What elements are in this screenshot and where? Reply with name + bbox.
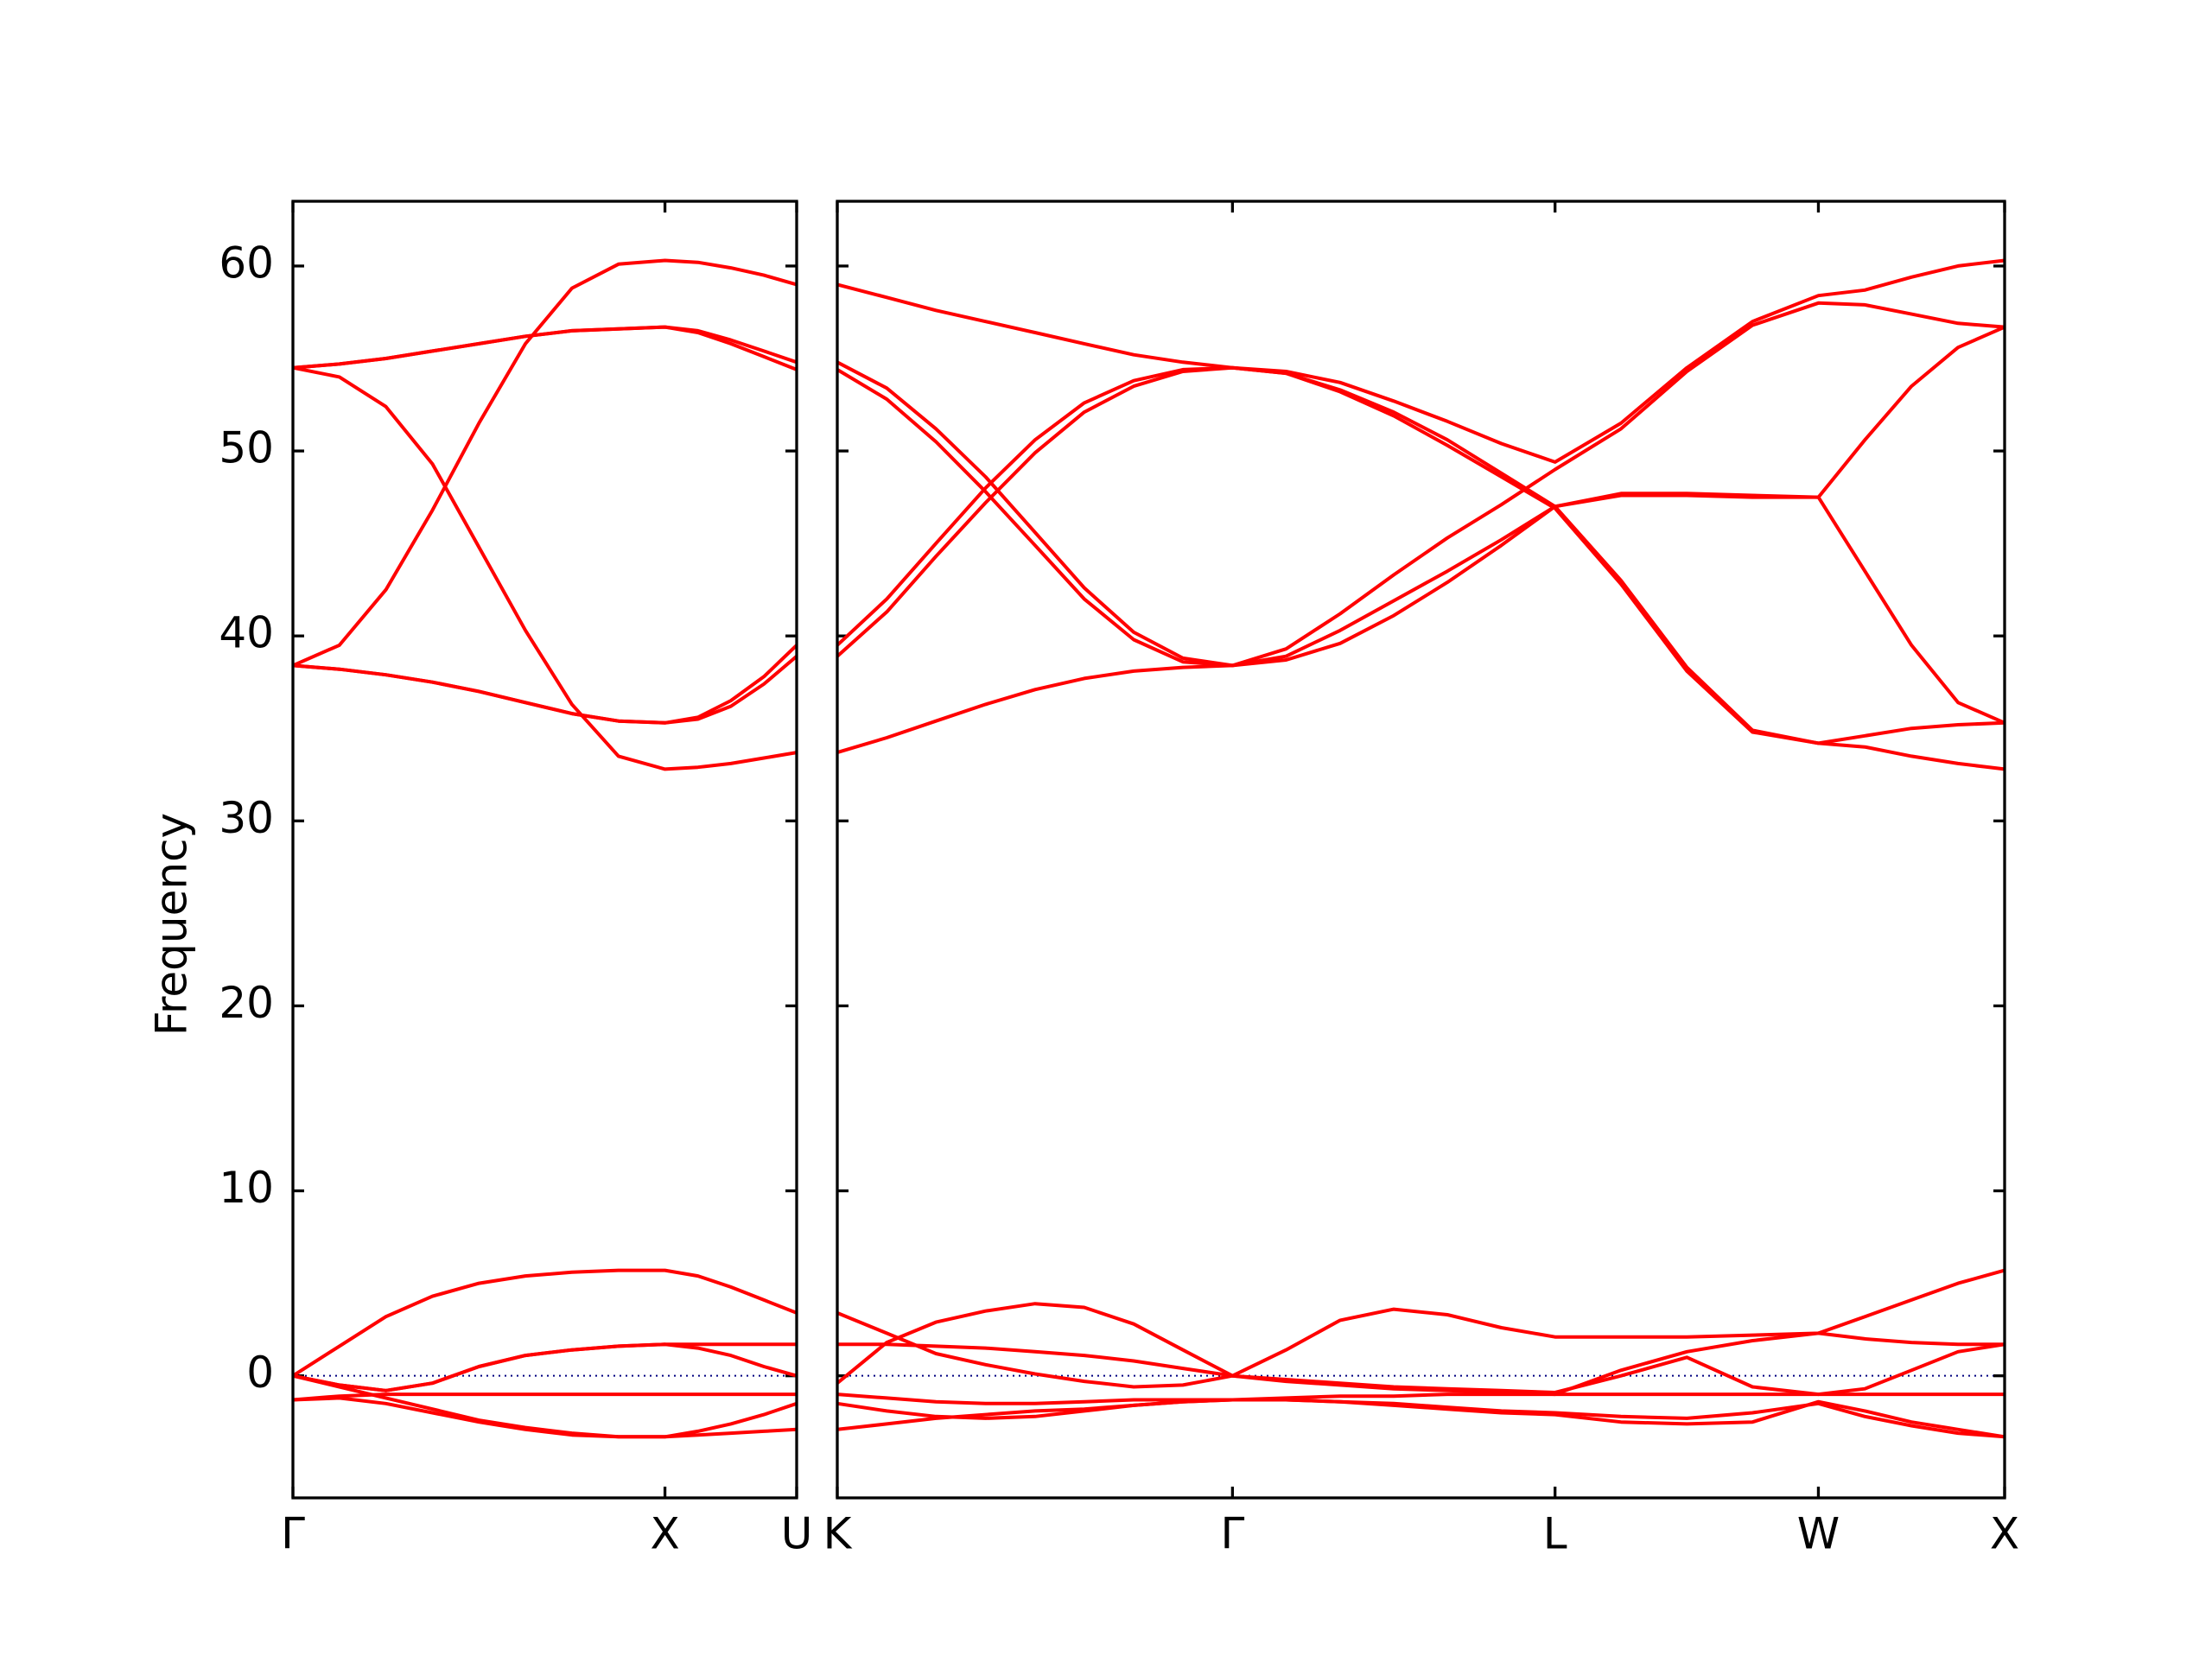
band-line [292, 1392, 797, 1402]
band-line [836, 365, 2005, 745]
y-tick-label: 10 [219, 1163, 274, 1213]
y-tick-label: 40 [219, 608, 274, 658]
plot-frame [836, 200, 2006, 1500]
y-tick-label: 0 [246, 1348, 274, 1398]
y-tick-label: 30 [219, 793, 274, 843]
x-tick-label: Γ [1220, 1509, 1244, 1559]
band-line [836, 301, 2005, 668]
band-line [836, 1268, 2005, 1385]
band-line [292, 1396, 798, 1439]
x-tick-label: X [650, 1509, 679, 1559]
band-line [836, 1398, 2005, 1439]
x-tick-label: Γ [281, 1509, 305, 1559]
band-line [836, 492, 2005, 755]
band-line [292, 1342, 798, 1392]
band-line [292, 1373, 798, 1439]
band-line [836, 258, 2005, 464]
band-line [292, 1342, 797, 1392]
y-tick-label: 50 [219, 423, 274, 473]
band-line [836, 325, 2005, 668]
x-tick-label: W [1797, 1509, 1840, 1559]
band-line [836, 365, 2005, 771]
band-line [292, 325, 798, 371]
plot-frame [291, 200, 798, 1500]
y-tick-label: 20 [219, 978, 274, 1028]
x-tick-label: K [823, 1509, 853, 1559]
y-tick-label: 60 [219, 238, 274, 288]
band-line [292, 655, 798, 725]
x-tick-label: U [781, 1509, 813, 1559]
x-tick-label: L [1543, 1509, 1567, 1559]
y-axis-label: Frequency [147, 813, 197, 1036]
band-line [836, 1331, 2005, 1405]
band-line [292, 365, 798, 771]
band-line [836, 1398, 2005, 1439]
x-tick-label: X [1990, 1509, 2019, 1559]
band-line [836, 1311, 2005, 1397]
band-line [292, 258, 798, 668]
band-line [291, 1268, 798, 1378]
band-line [837, 1342, 2005, 1397]
